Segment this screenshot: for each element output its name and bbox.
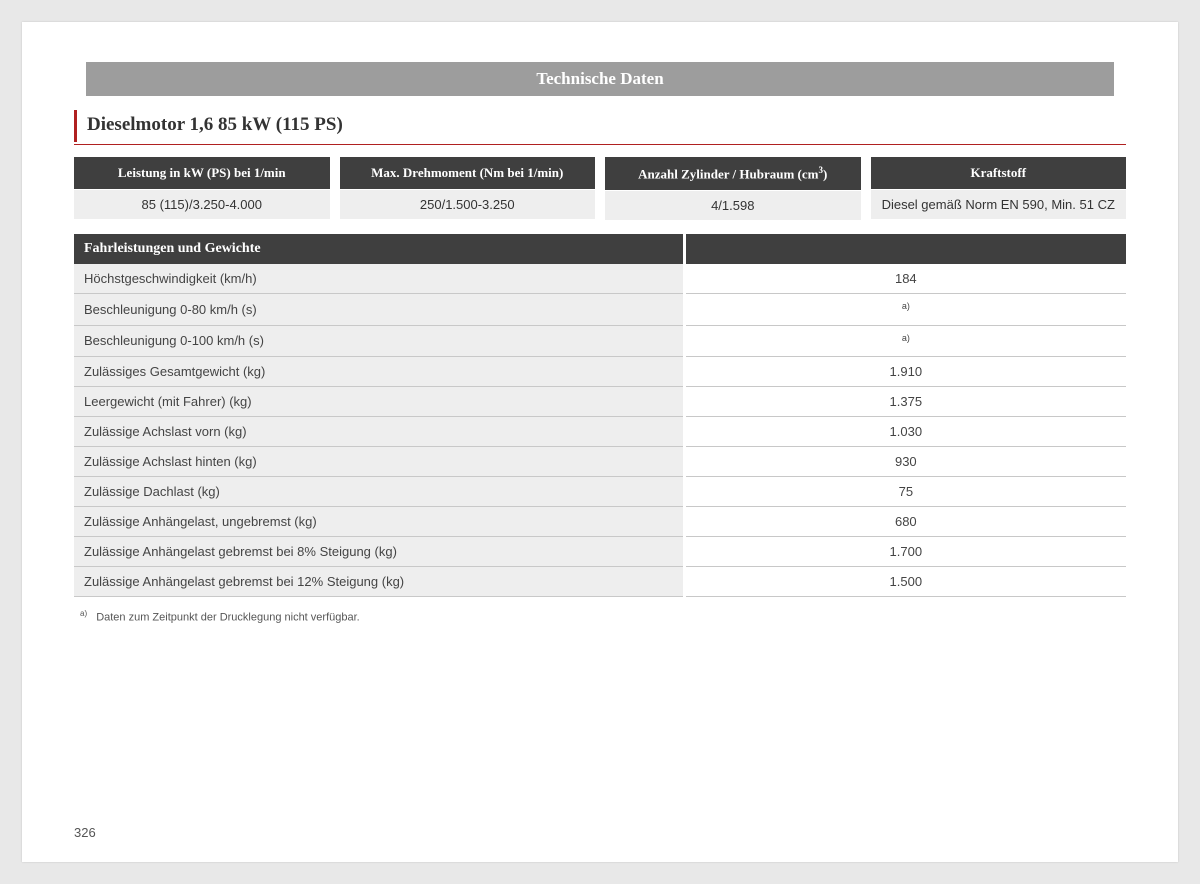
spec-value: Diesel gemäß Norm EN 590, Min. 51 CZ <box>871 190 1127 219</box>
table-row: Leergewicht (mit Fahrer) (kg)1.375 <box>74 386 1126 416</box>
table-row: Zulässige Achslast hinten (kg)930 <box>74 446 1126 476</box>
performance-table: Fahrleistungen und Gewichte Höchstgeschw… <box>74 234 1126 597</box>
row-label: Beschleunigung 0-100 km/h (s) <box>74 325 684 356</box>
perf-heading: Fahrleistungen und Gewichte <box>74 234 684 264</box>
spec-head: Anzahl Zylinder / Hubraum (cm3) <box>605 157 861 190</box>
row-value: 75 <box>684 476 1126 506</box>
row-value: 1.375 <box>684 386 1126 416</box>
table-row: Beschleunigung 0-80 km/h (s)a) <box>74 294 1126 325</box>
spec-column: Anzahl Zylinder / Hubraum (cm3)4/1.598 <box>605 157 861 220</box>
table-row: Zulässige Anhängelast gebremst bei 12% S… <box>74 566 1126 596</box>
footnote: a) Daten zum Zeitpunkt der Drucklegung n… <box>74 609 1126 624</box>
section-title: Dieselmotor 1,6 85 kW (115 PS) <box>87 110 1126 142</box>
spec-head: Leistung in kW (PS) bei 1/min <box>74 157 330 189</box>
row-value: 1.030 <box>684 416 1126 446</box>
row-label: Zulässige Dachlast (kg) <box>74 476 684 506</box>
row-label: Zulässige Achslast hinten (kg) <box>74 446 684 476</box>
table-row: Höchstgeschwindigkeit (km/h)184 <box>74 264 1126 294</box>
table-row: Zulässige Achslast vorn (kg)1.030 <box>74 416 1126 446</box>
page-header: Technische Daten <box>86 62 1114 96</box>
spec-value: 85 (115)/3.250-4.000 <box>74 190 330 219</box>
spec-head: Max. Drehmoment (Nm bei 1/min) <box>340 157 596 189</box>
page-number: 326 <box>74 825 96 840</box>
table-header-row: Fahrleistungen und Gewichte <box>74 234 1126 264</box>
row-label: Zulässige Anhängelast gebremst bei 12% S… <box>74 566 684 596</box>
section-rule <box>74 144 1126 145</box>
row-label: Zulässige Anhängelast, ungebremst (kg) <box>74 506 684 536</box>
footnote-marker: a) <box>80 609 87 618</box>
row-value: a) <box>684 294 1126 325</box>
footnote-text: Daten zum Zeitpunkt der Drucklegung nich… <box>96 612 360 624</box>
row-label: Beschleunigung 0-80 km/h (s) <box>74 294 684 325</box>
row-value: 1.910 <box>684 356 1126 386</box>
table-row: Zulässige Anhängelast gebremst bei 8% St… <box>74 536 1126 566</box>
spec-column: Leistung in kW (PS) bei 1/min85 (115)/3.… <box>74 157 330 220</box>
row-label: Zulässige Achslast vorn (kg) <box>74 416 684 446</box>
section-title-wrap: Dieselmotor 1,6 85 kW (115 PS) <box>74 110 1126 142</box>
row-value: 1.500 <box>684 566 1126 596</box>
table-row: Zulässige Anhängelast, ungebremst (kg)68… <box>74 506 1126 536</box>
table-row: Zulässige Dachlast (kg)75 <box>74 476 1126 506</box>
row-value: 1.700 <box>684 536 1126 566</box>
row-label: Zulässiges Gesamtgewicht (kg) <box>74 356 684 386</box>
row-label: Höchstgeschwindigkeit (km/h) <box>74 264 684 294</box>
row-value: 184 <box>684 264 1126 294</box>
row-label: Leergewicht (mit Fahrer) (kg) <box>74 386 684 416</box>
row-value: 680 <box>684 506 1126 536</box>
spec-head: Kraftstoff <box>871 157 1127 189</box>
perf-heading-empty <box>684 234 1126 264</box>
spec-value: 4/1.598 <box>605 191 861 220</box>
row-label: Zulässige Anhängelast gebremst bei 8% St… <box>74 536 684 566</box>
spec-table: Leistung in kW (PS) bei 1/min85 (115)/3.… <box>74 157 1126 220</box>
document-page: Technische Daten Dieselmotor 1,6 85 kW (… <box>22 22 1178 862</box>
table-row: Zulässiges Gesamtgewicht (kg)1.910 <box>74 356 1126 386</box>
spec-value: 250/1.500-3.250 <box>340 190 596 219</box>
row-value: a) <box>684 325 1126 356</box>
row-value: 930 <box>684 446 1126 476</box>
spec-column: Max. Drehmoment (Nm bei 1/min)250/1.500-… <box>340 157 596 220</box>
table-row: Beschleunigung 0-100 km/h (s)a) <box>74 325 1126 356</box>
spec-column: KraftstoffDiesel gemäß Norm EN 590, Min.… <box>871 157 1127 220</box>
